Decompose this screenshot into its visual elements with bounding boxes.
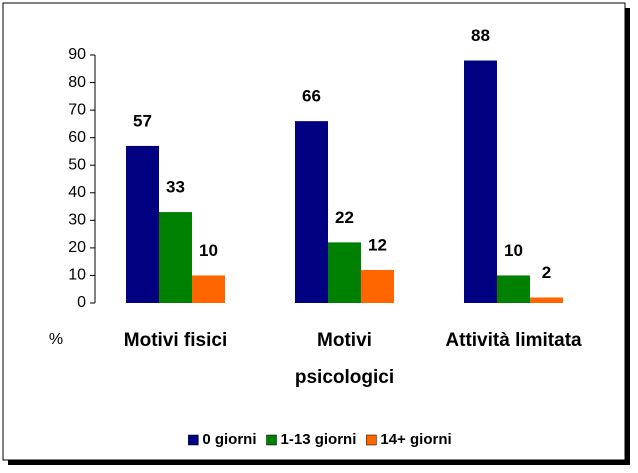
y-tick-label: 20 <box>68 239 86 256</box>
bar <box>464 60 497 304</box>
data-label: 57 <box>133 111 152 130</box>
legend-swatch <box>188 434 199 446</box>
legend-label: 0 giorni <box>202 431 256 448</box>
y-tick-label: 70 <box>68 101 86 118</box>
bar <box>159 212 192 303</box>
data-label: 33 <box>166 178 185 197</box>
x-tick-label: Motivi fisici <box>123 330 228 351</box>
x-tick-label: Motivi psicologici <box>294 330 395 388</box>
bar <box>328 242 361 303</box>
y-tick-label: 50 <box>68 156 86 173</box>
legend-swatch <box>266 434 277 446</box>
data-label: 10 <box>504 241 523 260</box>
legend-swatch <box>366 434 377 446</box>
legend-label: 14+ giorni <box>380 431 451 448</box>
y-tick-label: 40 <box>68 184 86 201</box>
y-tick-label: 90 <box>68 46 86 63</box>
x-tick-label: Attività limitata <box>445 330 582 351</box>
y-tick-label: 10 <box>68 267 86 284</box>
data-label: 2 <box>542 263 551 282</box>
data-label: 88 <box>471 26 490 45</box>
data-label: 12 <box>368 235 387 254</box>
y-tick-label: 60 <box>68 129 86 146</box>
bar <box>192 275 225 303</box>
data-label: 66 <box>302 87 321 106</box>
data-label: 22 <box>335 208 354 227</box>
y-tick-label: 30 <box>68 212 86 229</box>
bar <box>126 145 159 303</box>
data-label: 10 <box>199 241 218 260</box>
bar <box>530 297 563 303</box>
y-axis-label: % <box>49 331 63 348</box>
y-tick-label: 80 <box>68 74 86 91</box>
y-tick-label: 0 <box>77 294 86 311</box>
legend-label: 1-13 giorni <box>281 431 357 448</box>
bar <box>361 269 394 303</box>
bar <box>497 275 530 303</box>
bar <box>295 121 328 303</box>
